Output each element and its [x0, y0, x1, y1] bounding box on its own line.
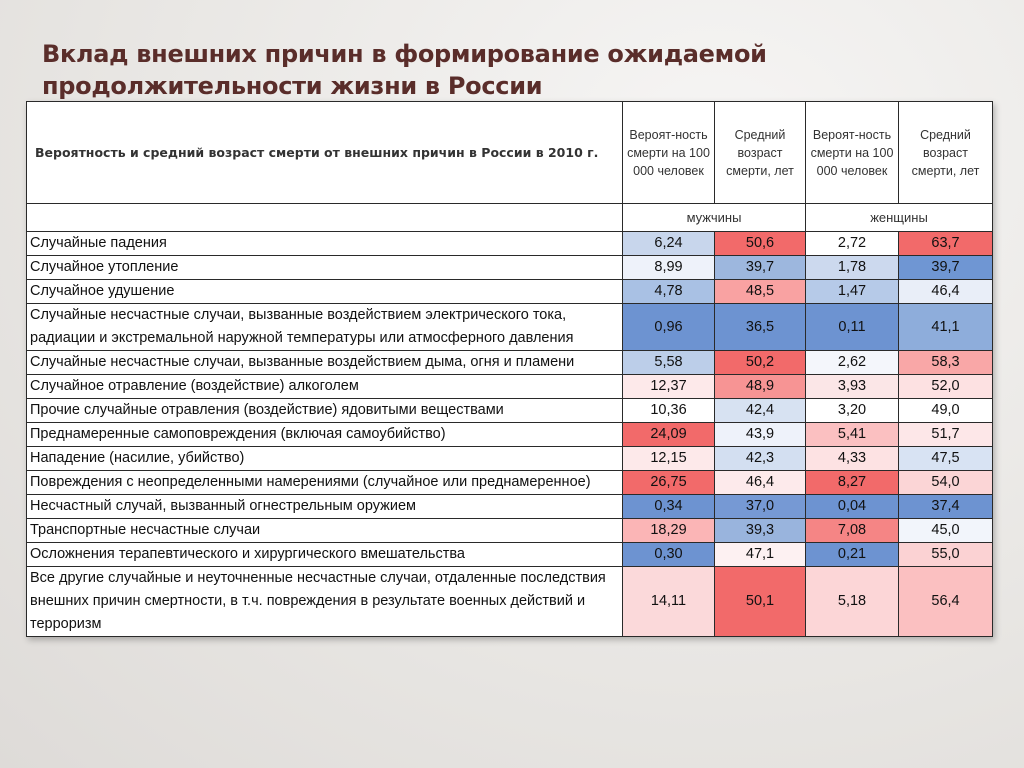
- row-label: Случайные несчастные случаи, вызванные в…: [26, 350, 623, 375]
- value-cell: 8,27: [805, 470, 899, 495]
- value-cell: 39,7: [898, 255, 993, 280]
- value-cell: 0,34: [622, 494, 715, 519]
- value-cell: 14,11: [622, 566, 715, 637]
- value-cell: 50,1: [714, 566, 806, 637]
- value-cell: 39,7: [714, 255, 806, 280]
- value-cell: 12,37: [622, 374, 715, 399]
- table-row: Преднамеренные самоповреждения (включая …: [26, 422, 993, 447]
- value-cell: 0,96: [622, 303, 715, 351]
- column-header: Вероят-ность смерти на 100 000 человек: [622, 101, 715, 204]
- value-cell: 8,99: [622, 255, 715, 280]
- table-row: Несчастный случай, вызванный огнестрельн…: [26, 494, 993, 519]
- value-cell: 51,7: [898, 422, 993, 447]
- value-cell: 26,75: [622, 470, 715, 495]
- value-cell: 46,4: [898, 279, 993, 304]
- value-cell: 39,3: [714, 518, 806, 543]
- value-cell: 42,4: [714, 398, 806, 423]
- value-cell: 36,5: [714, 303, 806, 351]
- column-header: Вероят-ность смерти на 100 000 человек: [805, 101, 899, 204]
- value-cell: 3,93: [805, 374, 899, 399]
- row-label: Преднамеренные самоповреждения (включая …: [26, 422, 623, 447]
- value-cell: 24,09: [622, 422, 715, 447]
- value-cell: 1,47: [805, 279, 899, 304]
- value-cell: 63,7: [898, 231, 993, 256]
- value-cell: 6,24: [622, 231, 715, 256]
- value-cell: 5,18: [805, 566, 899, 637]
- table-row: Прочие случайные отравления (воздействие…: [26, 398, 993, 423]
- table-row: Случайное удушение 4,78 48,5 1,47 46,4: [26, 279, 993, 304]
- value-cell: 5,58: [622, 350, 715, 375]
- value-cell: 0,04: [805, 494, 899, 519]
- value-cell: 4,33: [805, 446, 899, 471]
- value-cell: 48,5: [714, 279, 806, 304]
- value-cell: 50,2: [714, 350, 806, 375]
- table-row: Осложнения терапевтического и хирургичес…: [26, 542, 993, 567]
- row-label: Случайные падения: [26, 231, 623, 256]
- row-label: Случайные несчастные случаи, вызванные в…: [26, 303, 623, 351]
- value-cell: 4,78: [622, 279, 715, 304]
- value-cell: 54,0: [898, 470, 993, 495]
- column-header: Средний возраст смерти, лет: [714, 101, 806, 204]
- value-cell: 55,0: [898, 542, 993, 567]
- table-row: Все другие случайные и неуточненные несч…: [26, 566, 993, 637]
- value-cell: 7,08: [805, 518, 899, 543]
- value-cell: 1,78: [805, 255, 899, 280]
- value-cell: 47,5: [898, 446, 993, 471]
- value-cell: 37,0: [714, 494, 806, 519]
- row-label: Случайное удушение: [26, 279, 623, 304]
- table-body: Случайные падения 6,24 50,6 2,72 63,7 Случайн…: [26, 231, 993, 637]
- row-label: Все другие случайные и неуточненные несч…: [26, 566, 623, 637]
- value-cell: 47,1: [714, 542, 806, 567]
- page-title: Вклад внешних причин в формирование ожид…: [42, 40, 767, 100]
- table-row: Случайные несчастные случаи, вызванные в…: [26, 303, 993, 351]
- row-label: Повреждения с неопределенными намерениям…: [26, 470, 623, 495]
- value-cell: 42,3: [714, 446, 806, 471]
- row-label: Несчастный случай, вызванный огнестрельн…: [26, 494, 623, 519]
- value-cell: 50,6: [714, 231, 806, 256]
- table-row: Повреждения с неопределенными намерениям…: [26, 470, 993, 495]
- row-label: Нападение (насилие, убийство): [26, 446, 623, 471]
- row-label: Прочие случайные отравления (воздействие…: [26, 398, 623, 423]
- value-cell: 18,29: [622, 518, 715, 543]
- value-cell: 0,21: [805, 542, 899, 567]
- value-cell: 0,30: [622, 542, 715, 567]
- value-cell: 46,4: [714, 470, 806, 495]
- value-cell: 41,1: [898, 303, 993, 351]
- table-row: Нападение (насилие, убийство) 12,15 42,3 4,…: [26, 446, 993, 471]
- table-header-label: Вероятность и средний возраст смерти от …: [26, 101, 623, 204]
- value-cell: 12,15: [622, 446, 715, 471]
- row-label: Случайное утопление: [26, 255, 623, 280]
- value-cell: 56,4: [898, 566, 993, 637]
- value-cell: 37,4: [898, 494, 993, 519]
- table-row: Случайные несчастные случаи, вызванные в…: [26, 350, 993, 375]
- table-row: Случайные падения 6,24 50,6 2,72 63,7: [26, 231, 993, 256]
- group-header-empty: [26, 203, 623, 232]
- table-row: Транспортные несчастные случаи 18,29 39,3 7…: [26, 518, 993, 543]
- table-row: Случайное утопление 8,99 39,7 1,78 39,7: [26, 255, 993, 280]
- mortality-table: Вероятность и средний возраст смерти от …: [26, 101, 993, 637]
- row-label: Случайное отравление (воздействие) алког…: [26, 374, 623, 399]
- value-cell: 10,36: [622, 398, 715, 423]
- row-label: Транспортные несчастные случаи: [26, 518, 623, 543]
- value-cell: 49,0: [898, 398, 993, 423]
- column-header: Средний возраст смерти, лет: [898, 101, 993, 204]
- group-header-men: мужчины: [622, 203, 806, 232]
- group-header-women: женщины: [805, 203, 993, 232]
- value-cell: 2,72: [805, 231, 899, 256]
- value-cell: 58,3: [898, 350, 993, 375]
- value-cell: 0,11: [805, 303, 899, 351]
- value-cell: 52,0: [898, 374, 993, 399]
- value-cell: 5,41: [805, 422, 899, 447]
- row-label: Осложнения терапевтического и хирургичес…: [26, 542, 623, 567]
- value-cell: 45,0: [898, 518, 993, 543]
- value-cell: 2,62: [805, 350, 899, 375]
- value-cell: 3,20: [805, 398, 899, 423]
- value-cell: 48,9: [714, 374, 806, 399]
- value-cell: 43,9: [714, 422, 806, 447]
- table-row: Случайное отравление (воздействие) алког…: [26, 374, 993, 399]
